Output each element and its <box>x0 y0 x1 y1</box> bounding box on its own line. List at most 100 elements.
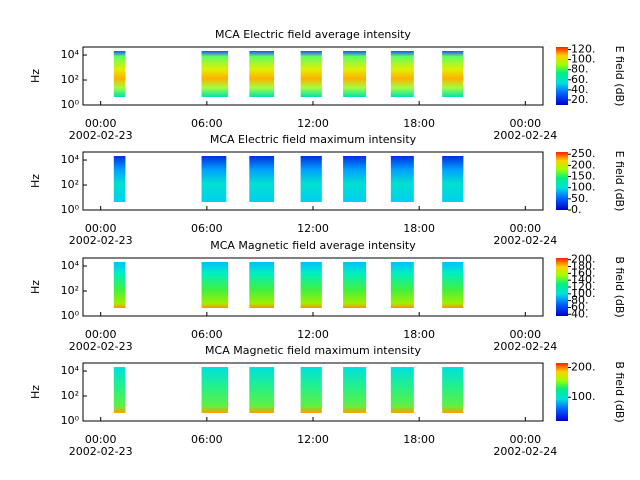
spectrogram-block <box>343 262 367 308</box>
spectrogram-block <box>442 367 464 413</box>
y-axis-label: Hz <box>29 69 42 83</box>
panel-title: MCA Magnetic field maximum intensity <box>205 344 421 357</box>
x-tick-label: 12:00 <box>297 328 329 341</box>
y-tick-label: 10² <box>61 178 79 191</box>
colorbar-tick-label: 160. <box>571 266 596 279</box>
spectrogram-block <box>343 367 367 413</box>
colorbar-tick-label: 20. <box>571 93 589 106</box>
spectrogram-block <box>390 156 414 202</box>
colorbar-tick-label: 180. <box>571 260 596 273</box>
x-tick-label: 00:00 <box>85 117 117 130</box>
y-axis-label: Hz <box>29 280 42 294</box>
spectrogram-block <box>300 262 322 308</box>
colorbar-tick-label: 120. <box>571 280 596 293</box>
colorbar-tick-label: 80. <box>571 63 589 76</box>
spectrogram-block <box>343 51 367 97</box>
colorbar-tick-label: 120. <box>571 43 596 56</box>
y-tick-label: 10⁰ <box>61 203 80 216</box>
x-date-label: 2002-02-24 <box>493 445 557 458</box>
y-tick-label: 10⁴ <box>61 364 80 377</box>
x-date-label: 2002-02-24 <box>493 340 557 353</box>
colorbar-tick-label: 40. <box>571 83 589 96</box>
spectrogram-block <box>300 367 322 413</box>
colorbar-tick-label: 250. <box>571 147 596 160</box>
colorbar-label: E field (dB) <box>613 46 626 107</box>
x-tick-label: 18:00 <box>403 222 435 235</box>
colorbar-label: B field (dB) <box>613 256 626 317</box>
spectrogram-block <box>249 367 275 413</box>
x-date-label: 2002-02-23 <box>69 129 133 142</box>
colorbar-tick-label: 60. <box>571 73 589 86</box>
colorbar-tick-label: 100. <box>571 287 596 300</box>
y-tick-label: 10⁰ <box>61 414 80 427</box>
spectrogram-block <box>113 367 126 413</box>
spectrogram-block <box>442 156 464 202</box>
spectrogram-block <box>343 156 367 202</box>
y-tick-label: 10⁴ <box>61 259 80 272</box>
spectrogram-block <box>113 156 126 202</box>
colorbar <box>556 363 568 421</box>
x-tick-label: 00:00 <box>85 328 117 341</box>
x-tick-label: 06:00 <box>191 328 223 341</box>
x-tick-label: 06:00 <box>191 222 223 235</box>
colorbar-tick-label: 100. <box>571 181 596 194</box>
panel-title: MCA Electric field average intensity <box>215 28 411 41</box>
colorbar-tick-label: 100. <box>571 53 596 66</box>
x-tick-label: 12:00 <box>297 117 329 130</box>
colorbar <box>556 152 568 210</box>
colorbar-tick-label: 200. <box>571 158 596 171</box>
spectrogram-block <box>249 51 275 97</box>
y-tick-label: 10⁴ <box>61 48 80 61</box>
y-tick-label: 10² <box>61 284 79 297</box>
x-tick-label: 06:00 <box>191 117 223 130</box>
y-tick-label: 10² <box>61 389 79 402</box>
x-date-label: 2002-02-23 <box>69 340 133 353</box>
y-tick-label: 10⁰ <box>61 98 80 111</box>
x-tick-label: 06:00 <box>191 433 223 446</box>
y-tick-label: 10⁴ <box>61 153 80 166</box>
panel-title: MCA Electric field maximum intensity <box>210 133 417 146</box>
spectrogram-block <box>442 51 464 97</box>
spectrogram-block <box>201 51 229 97</box>
y-tick-label: 10⁰ <box>61 309 80 322</box>
colorbar <box>556 258 568 316</box>
y-tick-label: 10² <box>61 73 79 86</box>
colorbar <box>556 47 568 105</box>
colorbar-tick-label: 140. <box>571 273 596 286</box>
spectrogram-block <box>442 262 464 308</box>
x-date-label: 2002-02-24 <box>493 234 557 247</box>
x-tick-label: 00:00 <box>85 222 117 235</box>
colorbar-tick-label: 150. <box>571 170 596 183</box>
colorbar-tick-label: 50. <box>571 192 589 205</box>
colorbar-tick-label: 60. <box>571 300 589 313</box>
spectrogram-block <box>113 262 126 308</box>
x-tick-label: 18:00 <box>403 328 435 341</box>
spectrogram-block <box>300 156 322 202</box>
colorbar-tick-label: 80. <box>571 294 589 307</box>
spectrogram-block <box>201 262 229 308</box>
x-date-label: 2002-02-23 <box>69 445 133 458</box>
colorbar-tick-label: 100. <box>571 390 596 403</box>
spectrogram-block <box>300 51 322 97</box>
x-tick-label: 00:00 <box>509 117 541 130</box>
x-tick-label: 18:00 <box>403 433 435 446</box>
colorbar-label: B field (dB) <box>613 361 626 422</box>
spectrogram-block <box>113 51 126 97</box>
spectrogram-block <box>249 156 275 202</box>
x-tick-label: 00:00 <box>85 433 117 446</box>
colorbar-label: E field (dB) <box>613 151 626 212</box>
x-tick-label: 18:00 <box>403 117 435 130</box>
spectrogram-block <box>390 51 414 97</box>
colorbar-tick-label: 0. <box>571 203 582 216</box>
x-date-label: 2002-02-24 <box>493 129 557 142</box>
x-tick-label: 00:00 <box>509 433 541 446</box>
panel-title: MCA Magnetic field average intensity <box>210 239 416 252</box>
x-tick-label: 00:00 <box>509 222 541 235</box>
x-tick-label: 00:00 <box>509 328 541 341</box>
spectrogram-block <box>201 156 227 202</box>
colorbar-tick-label: 200. <box>571 360 596 373</box>
x-tick-label: 12:00 <box>297 433 329 446</box>
spectrogram-block <box>390 367 414 413</box>
